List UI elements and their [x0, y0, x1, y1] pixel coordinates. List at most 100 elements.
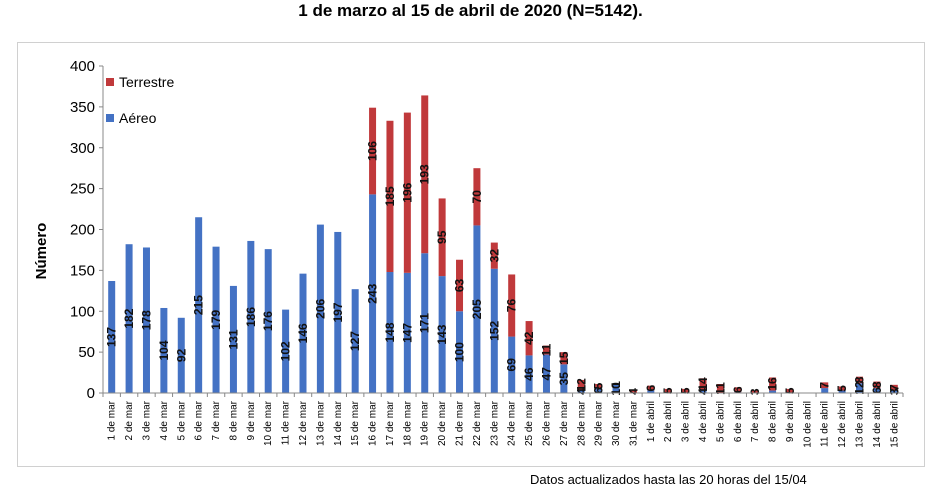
bar-terrestre [751, 390, 759, 393]
data-label: 152 [487, 321, 501, 341]
legend-swatch [106, 78, 114, 86]
x-tick-label: 27 de mar [559, 400, 570, 446]
chart-area: 0 50 100 150 200 250 300 350 400 137 182 178 104 92 2… [17, 42, 925, 467]
x-tick-label: 31 de mar [628, 400, 639, 446]
data-label: 32 [487, 249, 501, 263]
bar-aereo [334, 231, 342, 393]
x-tick-label: 10 de mar [263, 400, 274, 446]
bars [108, 95, 898, 393]
data-label: 147 [400, 323, 414, 343]
data-label: 215 [192, 295, 206, 315]
data-label: 11 [713, 382, 727, 395]
bar-terrestre [838, 386, 846, 391]
bar-aereo [560, 364, 568, 393]
data-label: 4 [574, 388, 588, 395]
bar-aereo [647, 390, 655, 393]
x-tick-label: 28 de mar [576, 400, 587, 446]
bar-aereo [351, 289, 359, 393]
bar-aereo [212, 246, 220, 393]
data-label: 92 [174, 348, 188, 362]
x-tick-label: 19 de mar [420, 400, 431, 446]
x-tick-label: 5 de abril [715, 401, 726, 442]
data-label: 131 [226, 329, 240, 349]
bar-terrestre [682, 388, 690, 393]
data-label: 104 [157, 340, 171, 360]
bar-terrestre [629, 389, 637, 393]
data-label: 47 [539, 367, 553, 381]
data-label: 12 [574, 378, 588, 392]
data-label: 11 [539, 343, 553, 356]
bar-terrestre [369, 107, 377, 195]
data-label: 46 [522, 367, 536, 381]
bar-aereo [595, 388, 603, 393]
x-tick-label: 12 de mar [298, 400, 309, 446]
x-tick-label: 18 de mar [402, 400, 413, 446]
data-label: 42 [522, 331, 536, 345]
legend-label: Aéreo [119, 110, 157, 126]
data-label: 6 [592, 387, 606, 394]
bar-terrestre [421, 95, 429, 254]
data-label: 12 [853, 381, 867, 395]
bar-terrestre [560, 352, 568, 365]
footnote: Datos actualizados hasta las 20 horas de… [530, 472, 807, 487]
y-tick-label: 150 [70, 262, 95, 279]
x-tick-label: 30 de mar [611, 400, 622, 446]
x-tick-label: 11 de abril [820, 401, 831, 447]
x-tick-label: 6 de abril [733, 401, 744, 442]
bar-terrestre [490, 242, 498, 269]
x-tick-label: 10 de abril [802, 401, 813, 448]
x-tick-label: 5 de mar [176, 400, 187, 440]
data-label: 143 [435, 324, 449, 344]
bar-aereo [856, 383, 864, 393]
x-tick-label: 12 de abril [837, 401, 848, 448]
legend: Terrestre Aéreo [106, 74, 174, 126]
x-axis: 1 de mar 2 de mar 3 de mar 4 de mar 5 de mar… [102, 392, 904, 448]
data-label: 35 [557, 372, 571, 386]
data-label: 197 [331, 302, 345, 322]
data-label: 178 [139, 310, 153, 330]
data-label: 1 [609, 381, 623, 388]
data-label: 193 [418, 164, 432, 184]
bar-terrestre [734, 387, 742, 393]
data-label: 4 [696, 388, 710, 395]
x-tick-label: 3 de abril [681, 401, 692, 442]
data-label: 146 [296, 323, 310, 343]
data-label: 206 [313, 298, 327, 318]
bar-aereo [177, 317, 185, 393]
x-tick-label: 29 de mar [594, 400, 605, 446]
x-tick-label: 24 de mar [507, 400, 518, 446]
y-tick-label: 100 [70, 303, 95, 320]
bar-aereo [438, 276, 446, 393]
legend-label: Terrestre [119, 74, 174, 90]
x-tick-label: 26 de mar [541, 400, 552, 446]
bar-aereo [525, 355, 533, 393]
data-label: 102 [279, 341, 293, 361]
y-axis: 0 50 100 150 200 250 300 350 400 [70, 58, 104, 402]
data-label: 5 [679, 387, 693, 394]
bar-terrestre [647, 385, 655, 391]
bar-terrestre [577, 379, 585, 390]
x-tick-label: 20 de mar [437, 400, 448, 446]
bar-aereo [195, 217, 203, 393]
bar-terrestre [386, 120, 394, 273]
bar-aereo [821, 388, 829, 393]
data-label: 196 [400, 182, 414, 202]
bar-aereo [490, 268, 498, 393]
x-tick-label: 1 de mar [107, 400, 118, 440]
x-tick-label: 25 de mar [524, 400, 535, 446]
bar-terrestre [699, 378, 707, 390]
x-tick-label: 9 de abril [785, 401, 796, 442]
bar-aereo [369, 194, 377, 393]
data-label: 4 [626, 388, 640, 395]
bar-aereo [473, 225, 481, 393]
data-label: 176 [261, 311, 275, 331]
data-label: 7 [887, 384, 901, 391]
bar-terrestre [525, 321, 533, 356]
x-tick-label: 14 de abril [872, 401, 883, 448]
data-label: 205 [470, 299, 484, 319]
data-label: 7 [818, 382, 832, 389]
x-tick-label: 8 de mar [228, 400, 239, 440]
bar-aereo [873, 388, 881, 393]
